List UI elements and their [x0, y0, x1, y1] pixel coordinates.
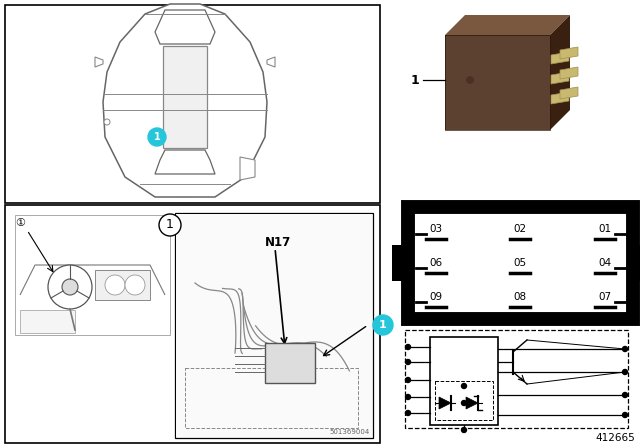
Polygon shape	[560, 67, 578, 79]
Bar	[95, 270, 150, 300]
Text: 1: 1	[411, 73, 419, 86]
Circle shape	[623, 370, 627, 375]
Circle shape	[623, 413, 627, 418]
Polygon shape	[103, 4, 267, 197]
Circle shape	[406, 345, 410, 349]
Text: 09: 09	[429, 292, 443, 302]
Polygon shape	[439, 397, 451, 409]
Bar	[265, 343, 315, 383]
Circle shape	[104, 119, 110, 125]
Text: N17: N17	[265, 237, 291, 250]
Polygon shape	[550, 15, 570, 130]
Bar	[445, 35, 550, 130]
Circle shape	[623, 392, 627, 397]
Text: 1: 1	[154, 132, 161, 142]
Polygon shape	[560, 87, 578, 99]
Polygon shape	[466, 397, 478, 409]
Bar	[408, 207, 633, 319]
Polygon shape	[551, 72, 569, 84]
Circle shape	[406, 410, 410, 415]
Polygon shape	[95, 57, 103, 67]
Text: 07: 07	[598, 292, 612, 302]
Circle shape	[62, 279, 78, 295]
Bar	[392, 245, 408, 281]
Polygon shape	[551, 92, 569, 104]
Text: 1: 1	[166, 219, 174, 232]
Bar	[445, 35, 550, 130]
Circle shape	[373, 315, 393, 335]
Circle shape	[148, 128, 166, 146]
Circle shape	[461, 427, 467, 432]
Circle shape	[461, 383, 467, 388]
Bar	[176, 214, 372, 437]
Bar	[185, 368, 358, 428]
Polygon shape	[560, 47, 578, 59]
Text: 06: 06	[429, 258, 443, 268]
Text: 08: 08	[513, 292, 527, 302]
Bar	[5, 5, 380, 203]
Circle shape	[406, 359, 410, 365]
Bar	[633, 245, 640, 281]
Text: 05: 05	[513, 258, 527, 268]
Circle shape	[466, 76, 474, 84]
Text: 501369004: 501369004	[330, 429, 370, 435]
Circle shape	[159, 214, 181, 236]
Polygon shape	[163, 46, 207, 148]
Text: 02: 02	[513, 224, 527, 234]
Text: 412665: 412665	[595, 433, 635, 443]
Text: 03: 03	[429, 224, 443, 234]
Bar	[15, 215, 170, 335]
Bar	[5, 205, 380, 443]
Text: 04: 04	[598, 258, 612, 268]
Text: 01: 01	[598, 224, 612, 234]
Circle shape	[461, 401, 467, 405]
Polygon shape	[267, 57, 275, 67]
Circle shape	[125, 275, 145, 295]
Polygon shape	[551, 52, 569, 64]
Bar	[175, 213, 373, 438]
Polygon shape	[445, 15, 570, 35]
Bar	[405, 330, 628, 428]
Bar	[430, 337, 498, 425]
Circle shape	[105, 275, 125, 295]
Circle shape	[623, 346, 627, 352]
Circle shape	[48, 265, 92, 309]
Circle shape	[406, 378, 410, 383]
Text: ①: ①	[15, 218, 25, 228]
Bar	[435, 381, 493, 420]
Text: 1: 1	[379, 320, 387, 330]
Polygon shape	[155, 10, 215, 44]
Circle shape	[406, 395, 410, 400]
Polygon shape	[20, 310, 75, 333]
Polygon shape	[155, 150, 215, 174]
Polygon shape	[240, 157, 255, 180]
